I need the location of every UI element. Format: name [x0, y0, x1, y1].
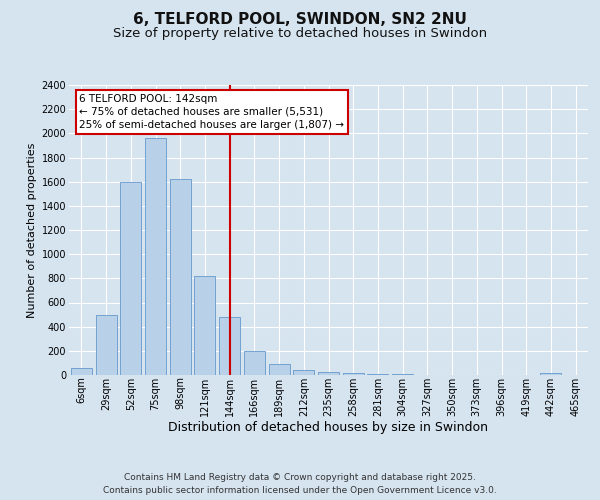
Bar [71, 368, 92, 375]
Bar [318, 372, 339, 375]
Bar [170, 180, 191, 375]
Bar [343, 372, 364, 375]
Text: 6, TELFORD POOL, SWINDON, SN2 2NU: 6, TELFORD POOL, SWINDON, SN2 2NU [133, 12, 467, 28]
Bar [145, 138, 166, 375]
Bar [293, 370, 314, 375]
Bar [392, 374, 413, 375]
Bar [194, 276, 215, 375]
Text: 6 TELFORD POOL: 142sqm
← 75% of detached houses are smaller (5,531)
25% of semi-: 6 TELFORD POOL: 142sqm ← 75% of detached… [79, 94, 344, 130]
Bar [95, 314, 116, 375]
Text: Contains HM Land Registry data © Crown copyright and database right 2025.
Contai: Contains HM Land Registry data © Crown c… [103, 474, 497, 495]
Y-axis label: Number of detached properties: Number of detached properties [28, 142, 37, 318]
Bar [541, 372, 562, 375]
Bar [120, 182, 141, 375]
Bar [269, 364, 290, 375]
Bar [244, 351, 265, 375]
X-axis label: Distribution of detached houses by size in Swindon: Distribution of detached houses by size … [169, 422, 488, 434]
Text: Size of property relative to detached houses in Swindon: Size of property relative to detached ho… [113, 28, 487, 40]
Bar [367, 374, 388, 375]
Bar [219, 317, 240, 375]
